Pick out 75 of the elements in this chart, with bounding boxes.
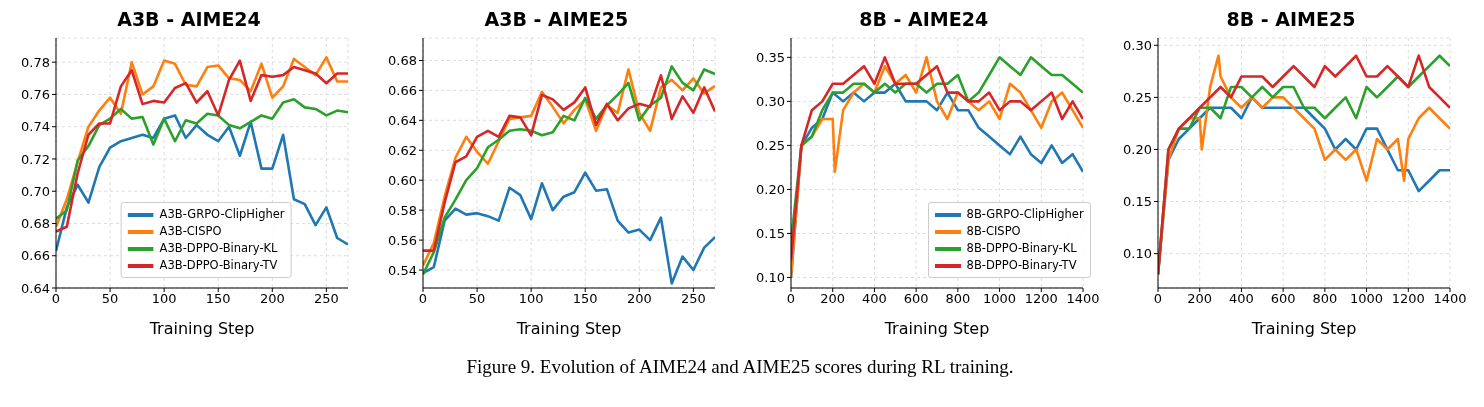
x-axis-title: Training Step xyxy=(516,319,622,338)
x-tick-label: 600 xyxy=(1270,291,1296,307)
legend-label: 8B-GRPO-ClipHigher xyxy=(966,206,1084,223)
x-tick-label: 400 xyxy=(1229,291,1254,307)
y-tick-label: 0.10 xyxy=(1123,246,1152,262)
chart-title: 8B - AIME25 xyxy=(1225,8,1357,32)
x-tick-label: 1200 xyxy=(1024,291,1058,307)
y-tick-label: 0.10 xyxy=(755,270,785,286)
legend-label: A3B-GRPO-ClipHigher xyxy=(159,206,285,223)
y-tick-label: 0.62 xyxy=(388,142,418,158)
y-tick-label: 0.76 xyxy=(21,87,50,103)
chart-title: A3B - AIME24 xyxy=(116,8,262,32)
x-tick-label: 800 xyxy=(945,291,970,307)
x-tick-label: 250 xyxy=(681,291,707,307)
y-tick-label: 0.60 xyxy=(388,172,418,188)
x-tick-label: 200 xyxy=(259,291,285,307)
y-tick-label: 0.20 xyxy=(1123,142,1152,158)
x-tick-label: 0 xyxy=(419,291,428,307)
x-axis-title: Training Step xyxy=(148,319,255,338)
x-tick-label: 0 xyxy=(786,291,795,307)
y-tick-label: 0.54 xyxy=(388,262,418,278)
x-tick-label: 600 xyxy=(903,291,929,307)
x-tick-label: 100 xyxy=(519,291,544,307)
y-tick-label: 0.66 xyxy=(388,83,418,99)
y-tick-label: 0.70 xyxy=(21,183,50,199)
x-tick-label: 150 xyxy=(573,291,598,307)
x-tick-label: 1200 xyxy=(1391,291,1425,307)
legend-label: 8B-CISPO xyxy=(966,223,1021,240)
y-tick-label: 0.15 xyxy=(755,226,785,242)
caption: Figure 9. Evolution of AIME24 and AIME25 scores during RL training. xyxy=(465,356,1015,378)
x-tick-label: 1400 xyxy=(1433,291,1467,307)
legend-label: 8B-DPPO-Binary-TV xyxy=(966,257,1077,274)
x-tick-label: 0 xyxy=(1153,291,1163,307)
x-tick-label: 1000 xyxy=(982,291,1016,307)
line-series xyxy=(423,171,716,285)
y-tick-label: 0.74 xyxy=(21,119,50,135)
x-tick-label: 50 xyxy=(101,291,119,307)
x-tick-label: 1000 xyxy=(1350,291,1384,307)
y-tick-label: 0.64 xyxy=(21,280,50,296)
y-tick-label: 0.58 xyxy=(388,202,418,218)
chart-title: A3B - AIME25 xyxy=(483,8,630,32)
x-tick-label: 200 xyxy=(627,291,653,307)
x-tick-label: 250 xyxy=(313,291,339,307)
x-tick-label: 400 xyxy=(861,291,887,307)
y-tick-label: 0.35 xyxy=(755,49,785,65)
line-series xyxy=(56,97,348,220)
legend-label: 8B-DPPO-Binary-KL xyxy=(966,240,1077,257)
line-series xyxy=(56,114,348,253)
x-tick-label: 200 xyxy=(1187,291,1213,307)
x-tick-label: 150 xyxy=(205,291,231,307)
x-axis-title: Training Step xyxy=(883,319,989,338)
x-tick-label: 200 xyxy=(819,291,845,307)
x-tick-label: 100 xyxy=(151,291,177,307)
x-tick-label: 50 xyxy=(469,291,486,307)
y-tick-label: 0.30 xyxy=(1123,37,1152,53)
y-tick-label: 0.66 xyxy=(21,248,50,264)
y-tick-label: 0.25 xyxy=(1123,89,1152,105)
legend-label: A3B-DPPO-Binary-KL xyxy=(159,240,278,257)
y-tick-label: 0.68 xyxy=(21,216,50,232)
chart-title: 8B - AIME24 xyxy=(858,8,990,32)
x-tick-label: 0 xyxy=(51,291,61,307)
legend-label: A3B-DPPO-Binary-TV xyxy=(159,257,278,274)
y-tick-label: 0.56 xyxy=(388,232,418,248)
y-tick-label: 0.64 xyxy=(388,112,418,128)
x-axis-title: Training Step xyxy=(1250,319,1357,338)
y-tick-label: 0.68 xyxy=(388,53,418,69)
y-tick-label: 0.30 xyxy=(755,94,785,109)
y-tick-label: 0.25 xyxy=(755,138,785,154)
legend-label: A3B-CISPO xyxy=(159,223,222,240)
x-tick-label: 800 xyxy=(1312,291,1338,307)
y-tick-label: 0.20 xyxy=(755,182,785,198)
y-tick-label: 0.15 xyxy=(1123,194,1152,210)
y-tick-label: 0.72 xyxy=(21,151,50,167)
y-tick-label: 0.78 xyxy=(21,54,50,70)
x-tick-label: 1400 xyxy=(1066,291,1100,307)
